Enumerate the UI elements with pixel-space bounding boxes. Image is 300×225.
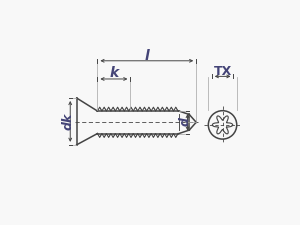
Text: l: l xyxy=(144,49,149,63)
Text: TX: TX xyxy=(213,65,232,78)
Text: k: k xyxy=(109,66,119,80)
Text: d: d xyxy=(178,117,191,126)
Text: dk: dk xyxy=(61,113,74,130)
